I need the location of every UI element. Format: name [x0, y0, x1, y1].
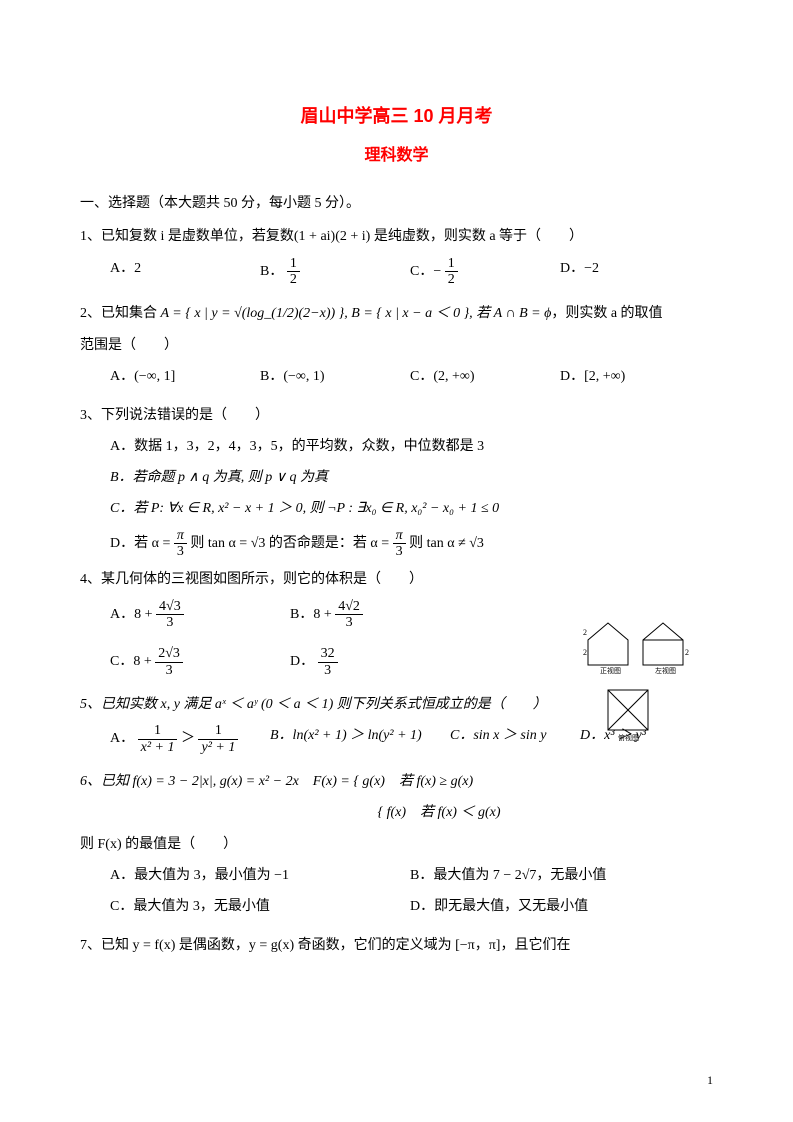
q4-b-den: 3 — [335, 615, 363, 630]
svg-text:2: 2 — [685, 648, 689, 657]
q4-b-prefix: B．8 + — [290, 607, 335, 622]
q2-opt-a: A．(−∞, 1] — [110, 364, 260, 389]
subtitle: 理科数学 — [80, 142, 713, 171]
q5-opt-c: C．sin x ＞ sin y — [450, 723, 580, 755]
q5-a-den1: x² + 1 — [138, 740, 178, 755]
q4-opt-b: B．8 + 4√23 — [290, 599, 470, 631]
q5-a-num1: 1 — [138, 723, 178, 739]
q1-b-den: 2 — [287, 272, 300, 287]
q1-c-den: 2 — [445, 272, 458, 287]
q1-opt-a: A．2 — [110, 256, 260, 288]
svg-text:正视图: 正视图 — [600, 666, 621, 675]
q1-c-prefix: C．− — [410, 264, 441, 279]
q4-d-prefix: D． — [290, 655, 314, 670]
q7-text: 7、已知 y = f(x) 是偶函数，y = g(x) 奇函数，它们的定义域为 … — [80, 933, 713, 958]
section-1-header: 一、选择题（本大题共 50 分，每小题 5 分）。 — [80, 191, 713, 216]
q4-opt-d: D． 323 — [290, 646, 470, 678]
main-title: 眉山中学高三 10 月月考 — [80, 100, 713, 132]
q4-opt-a: A．8 + 4√33 — [110, 599, 290, 631]
q2-text: 2、已知集合 A = { x | y = √(log_(1/2)(2−x)) }… — [80, 301, 713, 326]
q3-d-num2: π — [393, 528, 406, 544]
q4-options: A．8 + 4√33 B．8 + 4√23 C．8 + 2√33 D． 323 — [110, 599, 510, 685]
q3-d-mid: 则 tan α = √3 的否命题是：若 α = — [190, 536, 392, 551]
q1-b-prefix: B． — [260, 264, 283, 279]
q6-options: A．最大值为 3，最小值为 −1 B．最大值为 7 − 2√7，无最小值 C．最… — [110, 863, 713, 925]
q4-c-den: 3 — [155, 663, 183, 678]
q2-opt-c: C．(2, +∞) — [410, 364, 560, 389]
q3-opt-b: B．若命题 p ∧ q 为真, 则 p ∨ q 为真 — [110, 465, 713, 490]
q3-d-num1: π — [174, 528, 187, 544]
q6-line1: 6、已知 f(x) = 3 − 2|x|, g(x) = x² − 2x F(x… — [80, 769, 713, 794]
q2-line2: 范围是（ ） — [80, 333, 713, 358]
q4-c-num: 2√3 — [155, 646, 183, 662]
svg-text:2: 2 — [583, 648, 587, 657]
q5-a-frac2: 1y² + 1 — [198, 723, 238, 755]
q4-b-num: 4√2 — [335, 599, 363, 615]
q4-a-num: 4√3 — [156, 599, 184, 615]
question-7: 7、已知 y = f(x) 是偶函数，y = g(x) 奇函数，它们的定义域为 … — [80, 933, 713, 958]
q1-opt-b: B． 12 — [260, 256, 410, 288]
q5-a-den2: y² + 1 — [198, 740, 238, 755]
q4-d-den: 3 — [318, 663, 338, 678]
svg-text:左视图: 左视图 — [655, 666, 676, 675]
q5-a-mid: ＞ — [181, 731, 199, 746]
q1-c-num: 1 — [445, 256, 458, 272]
q4-a-frac: 4√33 — [156, 599, 184, 631]
question-3: 3、下列说法错误的是（ ） A．数据 1，3，2，4，3，5，的平均数，众数，中… — [80, 403, 713, 560]
q3-opt-a: A．数据 1，3，2，4，3，5，的平均数，众数，中位数都是 3 — [110, 434, 713, 459]
q4-d-num: 32 — [318, 646, 338, 662]
page-number: 1 — [707, 1070, 713, 1092]
q4-c-frac: 2√33 — [155, 646, 183, 678]
q2-prefix: 2、已知集合 — [80, 306, 161, 321]
svg-text:俯视图: 俯视图 — [618, 733, 639, 742]
q2-opt-d: D．[2, +∞) — [560, 364, 710, 389]
q3-d-suffix: 则 tan α ≠ √3 — [409, 536, 484, 551]
q1-opt-c: C．− 12 — [410, 256, 560, 288]
q3-opt-c: C．若 P: ∀x ∈ R, x² − x + 1 ＞ 0, 则 ¬P : ∃x… — [110, 496, 713, 521]
q6-line2: 则 F(x) 的最值是（ ） — [80, 832, 713, 857]
q4-a-prefix: A．8 + — [110, 607, 156, 622]
q6-line1b: { f(x) 若 f(x) ＜ g(x) — [80, 800, 713, 825]
q6-opt-d: D．即无最大值，又无最小值 — [410, 894, 710, 919]
q3-d-frac2: π3 — [393, 528, 406, 560]
q5-a-num2: 1 — [198, 723, 238, 739]
q3-d-den2: 3 — [393, 544, 406, 559]
q1-b-frac: 12 — [287, 256, 300, 288]
q6-opt-c: C．最大值为 3，无最小值 — [110, 894, 410, 919]
q3-d-frac1: π3 — [174, 528, 187, 560]
q1-text: 1、已知复数 i 是虚数单位，若复数(1 + ai)(2 + i) 是纯虚数，则… — [80, 224, 713, 249]
question-2: 2、已知集合 A = { x | y = √(log_(1/2)(2−x)) }… — [80, 301, 713, 395]
q3-options: A．数据 1，3，2，4，3，5，的平均数，众数，中位数都是 3 B．若命题 p… — [110, 434, 713, 559]
three-view-figure: 2 2 正视图 2 左视图 俯视图 — [583, 620, 723, 750]
q1-c-frac: 12 — [445, 256, 458, 288]
q4-b-frac: 4√23 — [335, 599, 363, 631]
q5-opt-a: A． 1x² + 1 ＞ 1y² + 1 — [110, 723, 270, 755]
q6-opt-b: B．最大值为 7 − 2√7，无最小值 — [410, 863, 710, 888]
q4-d-frac: 323 — [318, 646, 338, 678]
q4-opt-c: C．8 + 2√33 — [110, 646, 290, 678]
q2-opt-b: B．(−∞, 1) — [260, 364, 410, 389]
question-1: 1、已知复数 i 是虚数单位，若复数(1 + ai)(2 + i) 是纯虚数，则… — [80, 224, 713, 293]
q5-a-frac1: 1x² + 1 — [138, 723, 178, 755]
spacer — [110, 636, 510, 646]
q1-b-num: 1 — [287, 256, 300, 272]
q2-suffix: ，则实数 a 的取值 — [551, 306, 662, 321]
q3-d-den1: 3 — [174, 544, 187, 559]
q5-a-prefix: A． — [110, 731, 134, 746]
q4-text: 4、某几何体的三视图如图所示，则它的体积是（ ） — [80, 567, 713, 592]
q3-text: 3、下列说法错误的是（ ） — [80, 403, 713, 428]
svg-text:2: 2 — [583, 628, 587, 637]
q5-opt-b: B．ln(x² + 1) ＞ ln(y² + 1) — [270, 723, 450, 755]
q1-opt-d: D．−2 — [560, 256, 710, 288]
q4-c-prefix: C．8 + — [110, 655, 155, 670]
q2-options: A．(−∞, 1] B．(−∞, 1) C．(2, +∞) D．[2, +∞) — [110, 364, 713, 395]
question-6: 6、已知 f(x) = 3 − 2|x|, g(x) = x² − 2x F(x… — [80, 769, 713, 925]
q3-d-prefix: D．若 α = — [110, 536, 174, 551]
q4-a-den: 3 — [156, 615, 184, 630]
q3-opt-d: D．若 α = π3 则 tan α = √3 的否命题是：若 α = π3 则… — [110, 528, 713, 560]
q6-opt-a: A．最大值为 3，最小值为 −1 — [110, 863, 410, 888]
q2-formula: A = { x | y = √(log_(1/2)(2−x)) }, B = {… — [161, 306, 552, 321]
q1-options: A．2 B． 12 C．− 12 D．−2 — [110, 256, 713, 294]
